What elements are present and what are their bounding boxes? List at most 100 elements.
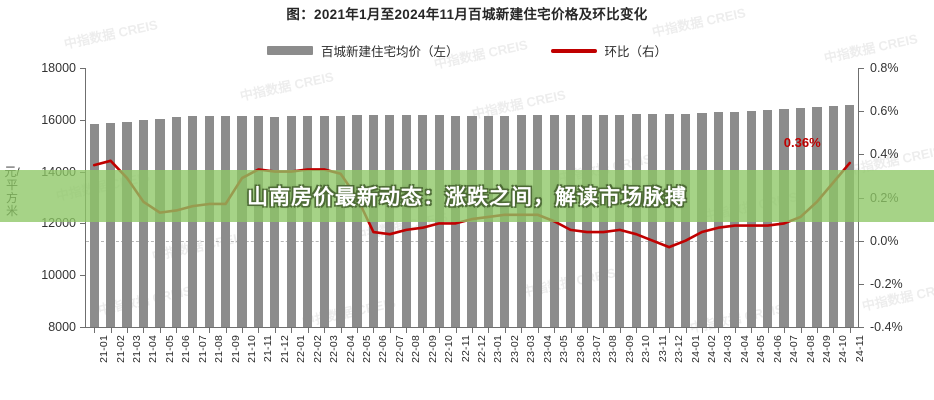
x-tick: [734, 327, 736, 333]
x-tick: [816, 327, 818, 333]
x-axis-label-24-01: 24-01: [689, 335, 702, 363]
x-tick: [225, 327, 227, 333]
x-tick: [685, 327, 687, 333]
x-axis-labels: 21-01 21-02 21-03 21-04 21-05 21-06 21-07 21-08…: [86, 335, 866, 397]
x-axis-label-21-12: 21-12: [278, 335, 291, 363]
bar-21-02: [106, 122, 116, 327]
x-axis-label-21-02: 21-02: [114, 335, 127, 363]
chart-legend: 百城新建住宅均价（左） 环比（右）: [0, 41, 934, 60]
x-tick: [636, 327, 638, 333]
legend-swatch-line-icon: [550, 48, 597, 53]
x-axis-label-24-03: 24-03: [722, 335, 735, 363]
x-axis-label-21-05: 21-05: [163, 335, 176, 363]
x-axis-label-23-11: 23-11: [656, 335, 669, 363]
x-tick: [422, 327, 424, 333]
x-tick: [751, 327, 753, 333]
y-axis-right-label: 0.4%: [870, 147, 899, 162]
x-tick: [389, 327, 391, 333]
x-axis-label-21-08: 21-08: [213, 335, 226, 363]
x-axis-label-21-09: 21-09: [229, 335, 242, 363]
x-axis-label-23-03: 23-03: [525, 335, 538, 363]
mom-change-line: [92, 159, 852, 249]
x-axis-label-24-04: 24-04: [738, 335, 751, 363]
y-axis-right-label: 0.2%: [870, 190, 899, 205]
bar-21-01: [89, 124, 99, 327]
y-axis-left-label: 18000: [41, 61, 76, 75]
x-tick: [767, 327, 769, 333]
y-axis-left-label: 14000: [41, 164, 76, 179]
x-tick: [472, 327, 473, 333]
x-tick: [159, 327, 161, 333]
x-axis-label-24-02: 24-02: [705, 335, 718, 363]
x-axis-label-22-05: 22-05: [361, 335, 374, 363]
x-tick: [849, 327, 851, 333]
x-tick: [504, 327, 506, 333]
x-axis-label-22-11: 22-11: [459, 335, 472, 363]
x-tick: [357, 327, 359, 333]
y-tick-right: [858, 111, 864, 113]
x-axis-label-21-04: 21-04: [147, 335, 160, 363]
x-axis-label-21-07: 21-07: [196, 335, 209, 363]
x-tick: [192, 327, 194, 333]
x-axis-label-22-12: 22-12: [476, 335, 488, 363]
y-tick-left: [80, 275, 86, 277]
x-tick: [537, 327, 539, 333]
x-axis-label-24-11: 24-11: [853, 335, 866, 363]
x-tick: [291, 327, 293, 333]
x-axis-label-24-07: 24-07: [788, 335, 801, 363]
x-axis-label-21-01: 21-01: [98, 335, 111, 363]
x-axis-label-23-08: 23-08: [607, 335, 620, 363]
y-tick-right: [858, 327, 864, 328]
bar-21-04: [138, 120, 149, 327]
x-axis-label-22-09: 22-09: [426, 335, 439, 363]
x-tick: [94, 327, 96, 333]
x-axis-label-24-08: 24-08: [804, 335, 817, 363]
y-axis-left-title: 元/平方米: [4, 165, 20, 218]
x-axis-label-23-10: 23-10: [640, 335, 653, 363]
x-axis-label-24-05: 24-05: [755, 335, 768, 363]
y-axis-left-label: 10000: [41, 268, 76, 283]
x-tick: [110, 327, 112, 333]
y-tick-left: [80, 119, 86, 121]
x-axis-label-23-02: 23-02: [508, 335, 521, 363]
chart-title: 图：2021年1月至2024年11月百城新建住宅价格及环比变化: [286, 7, 648, 22]
x-tick: [701, 327, 703, 333]
x-tick: [718, 327, 720, 333]
x-tick: [340, 327, 342, 333]
y-tick-right: [858, 197, 864, 199]
x-tick: [521, 327, 523, 333]
x-axis-label-23-04: 23-04: [541, 335, 554, 363]
x-tick: [554, 327, 556, 333]
last-point-value-label: 0.36%: [783, 134, 821, 150]
x-tick: [373, 327, 375, 333]
x-tick: [833, 327, 835, 333]
x-axis-label-23-06: 23-06: [574, 335, 587, 363]
x-axis-label-21-06: 21-06: [180, 335, 193, 363]
x-axis-label-22-06: 22-06: [377, 335, 390, 363]
legend-item-bar: 百城新建住宅均价（左）: [266, 41, 459, 60]
x-tick: [784, 327, 786, 333]
x-tick: [324, 327, 326, 333]
x-tick: [586, 327, 588, 333]
y-axis-left-label: 16000: [41, 112, 76, 127]
x-tick: [258, 327, 260, 333]
bar-21-06: [171, 117, 181, 327]
legend-label-bar: 百城新建住宅均价（左）: [320, 45, 459, 59]
bar-21-05: [155, 118, 165, 327]
x-axis-label-23-05: 23-05: [558, 335, 571, 363]
x-tick: [669, 327, 671, 333]
x-tick: [307, 327, 309, 333]
x-axis-label-22-02: 22-02: [311, 335, 324, 363]
bar-21-03: [122, 121, 132, 327]
legend-swatch-bar-icon: [266, 46, 313, 55]
x-axis-label-21-10: 21-10: [246, 335, 259, 363]
x-axis-label-23-12: 23-12: [673, 335, 686, 363]
x-axis-label-24-09: 24-09: [820, 335, 833, 363]
x-tick: [439, 327, 441, 333]
x-axis-label-21-03: 21-03: [131, 335, 144, 363]
y-tick-left: [80, 327, 86, 328]
y-axis-left-label: 8000: [48, 320, 76, 334]
y-axis-right-label: 0.0%: [870, 233, 899, 248]
y-tick-left: [80, 68, 86, 69]
